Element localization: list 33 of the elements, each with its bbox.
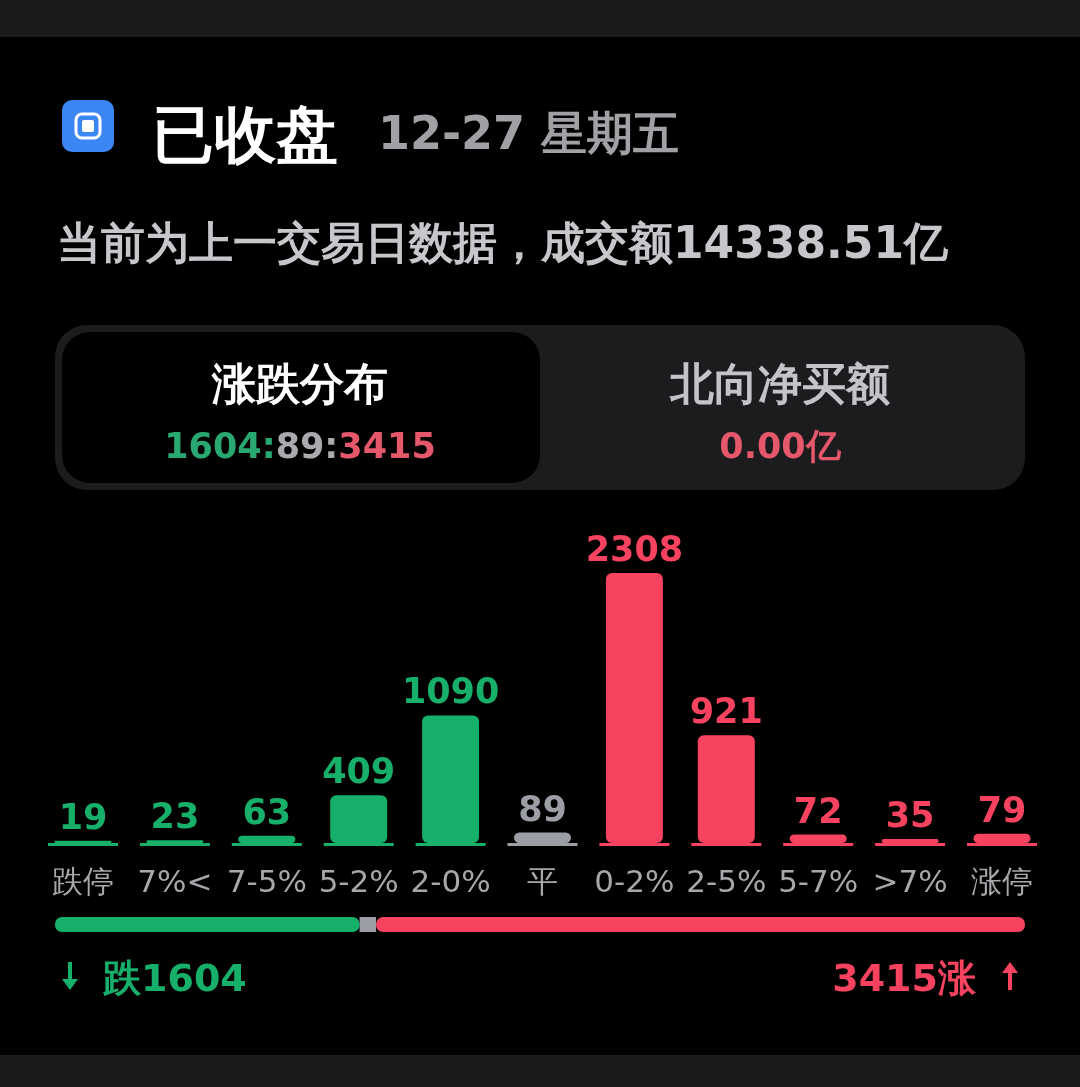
x-tick-label: 5-2% [318, 863, 399, 899]
x-tick-label: 涨停 [971, 863, 1033, 899]
x-tick-label: >7% [872, 863, 948, 899]
text: 涨跌分布 [211, 358, 388, 409]
text: 3415涨 [832, 956, 977, 1000]
data-label: 79 [977, 789, 1027, 830]
text: 北向净买额 [669, 358, 890, 409]
data-label: 63 [242, 791, 292, 832]
data-label: 409 [322, 751, 396, 792]
data-label: 89 [518, 788, 567, 829]
chart-subtitle: 12-27 星期五 [378, 106, 680, 160]
data-label: 921 [689, 691, 763, 732]
text: 3415 [338, 426, 436, 466]
text: 0.00亿 [719, 426, 842, 466]
x-tick-label: 5-7% [778, 863, 859, 899]
data-label: 35 [885, 794, 935, 835]
x-tick-label: 0-2% [594, 863, 675, 899]
chart-title: 已收盘 [152, 98, 338, 171]
x-tick-label: 2-5% [686, 863, 767, 899]
x-tick-label: 平 [527, 863, 558, 899]
x-tick-label: 2-0% [410, 863, 491, 899]
x-tick-label: 跌停 [52, 863, 114, 899]
text: 当前为上一交易日数据，成交额14338.51亿 [57, 217, 950, 268]
text: 跌1604 [102, 956, 247, 1000]
text: 1604: [164, 426, 276, 466]
data-label: 72 [793, 790, 843, 831]
data-label: 2308 [585, 529, 684, 569]
text: 89: [275, 426, 339, 466]
data-label: 23 [150, 796, 200, 837]
data-label: 1090 [401, 671, 500, 712]
x-tick-label: 7-5% [226, 863, 307, 899]
data-label: 19 [58, 796, 108, 837]
x-tick-label: 7%< [137, 863, 213, 899]
